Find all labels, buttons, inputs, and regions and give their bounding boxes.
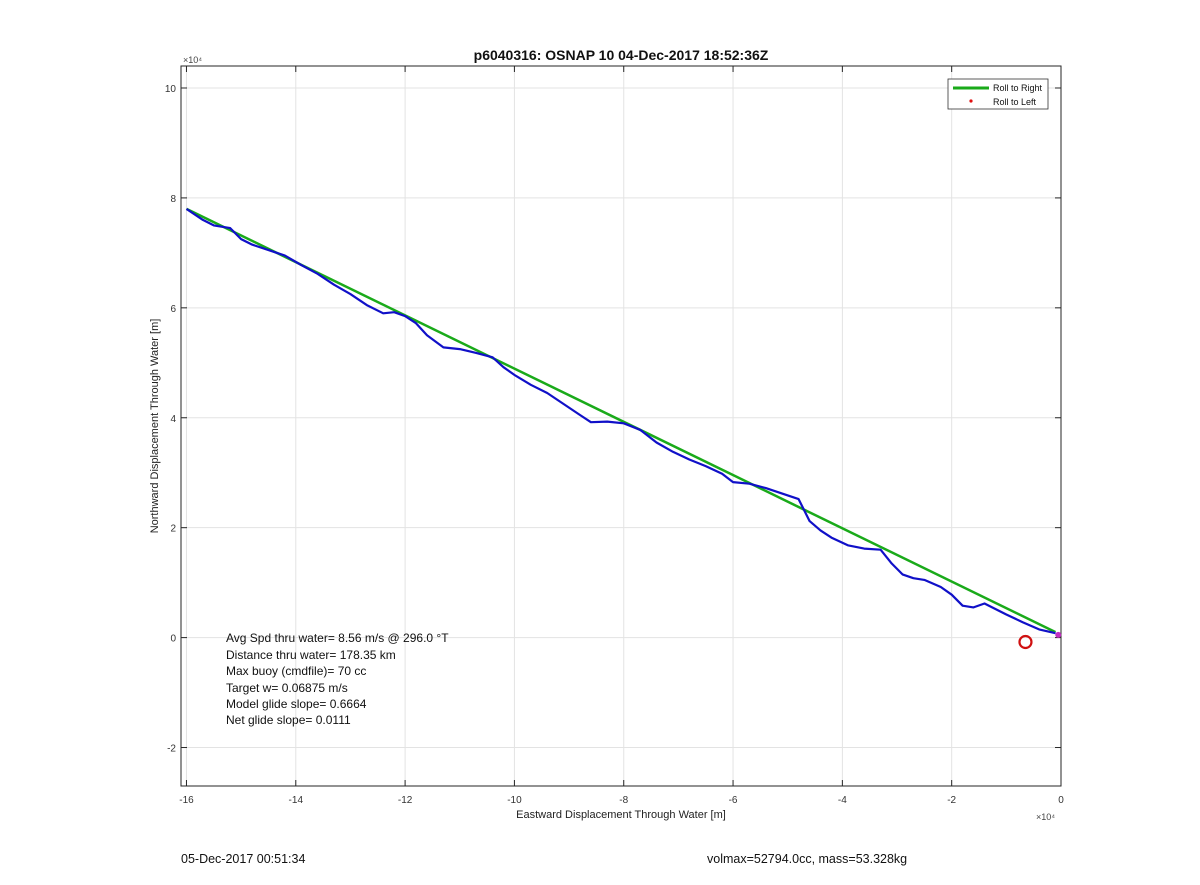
x-tick-label: 0 — [1058, 795, 1064, 806]
glider-track-line — [185, 207, 1056, 635]
stats-line-5: Model glide slope= 0.6664 — [226, 697, 367, 711]
stats-line-6: Net glide slope= 0.0111 — [226, 713, 351, 727]
legend-box — [947, 78, 1049, 110]
y-axis-label: Northward Displacement Through Water [m] — [149, 319, 161, 534]
end-marker — [1055, 631, 1062, 638]
plot-series — [185, 207, 1062, 650]
chart-title: p6040316: OSNAP 10 04-Dec-2017 18:52:36Z — [474, 47, 769, 63]
x-tick-label: -8 — [619, 795, 628, 806]
legend-roll-right-label: Roll to Right — [993, 83, 1043, 93]
y-tick-label: 6 — [170, 304, 176, 315]
x-ticks: -16 -14 -12 -10 -8 -6 -4 -2 0 — [179, 66, 1064, 806]
target-circle — [1018, 634, 1033, 650]
x-tick-label: -6 — [729, 795, 738, 806]
grid-lines — [181, 66, 1062, 786]
x-tick-label: -4 — [838, 795, 847, 806]
x-tick-label: -14 — [289, 795, 304, 806]
stats-line-2: Distance thru water= 178.35 km — [226, 648, 396, 662]
y-tick-label: 10 — [165, 84, 177, 95]
x-tick-label: -2 — [947, 795, 956, 806]
legend: Roll to Right Roll to Left — [947, 78, 1049, 110]
legend-roll-left-swatch — [969, 99, 973, 103]
stats-line-4: Target w= 0.06875 m/s — [226, 681, 348, 695]
axes-box — [180, 65, 1062, 787]
y-exponent-label: ×10⁴ — [183, 55, 202, 65]
footer-volmax: volmax=52794.0cc, mass=53.328kg — [707, 852, 908, 866]
stats-block: Avg Spd thru water= 8.56 m/s @ 296.0 °T … — [226, 631, 449, 727]
stats-line-3: Max buoy (cmdfile)= 70 cc — [226, 664, 366, 678]
x-tick-label: -16 — [179, 795, 194, 806]
y-tick-label: 4 — [170, 414, 176, 425]
y-tick-label: 2 — [170, 524, 176, 535]
y-tick-label: 0 — [170, 634, 176, 645]
x-exponent-label: ×10⁴ — [1036, 812, 1055, 822]
y-tick-label: 8 — [170, 194, 176, 205]
x-axis-label: Eastward Displacement Through Water [m] — [516, 809, 726, 821]
x-tick-label: -12 — [398, 795, 413, 806]
roll-to-right-line — [185, 207, 1057, 634]
y-tick-label: -2 — [167, 744, 176, 755]
footer-timestamp: 05-Dec-2017 00:51:34 — [181, 852, 306, 866]
x-tick-label: -10 — [507, 795, 522, 806]
legend-roll-left-label: Roll to Left — [993, 97, 1037, 107]
stats-line-1: Avg Spd thru water= 8.56 m/s @ 296.0 °T — [226, 631, 449, 645]
